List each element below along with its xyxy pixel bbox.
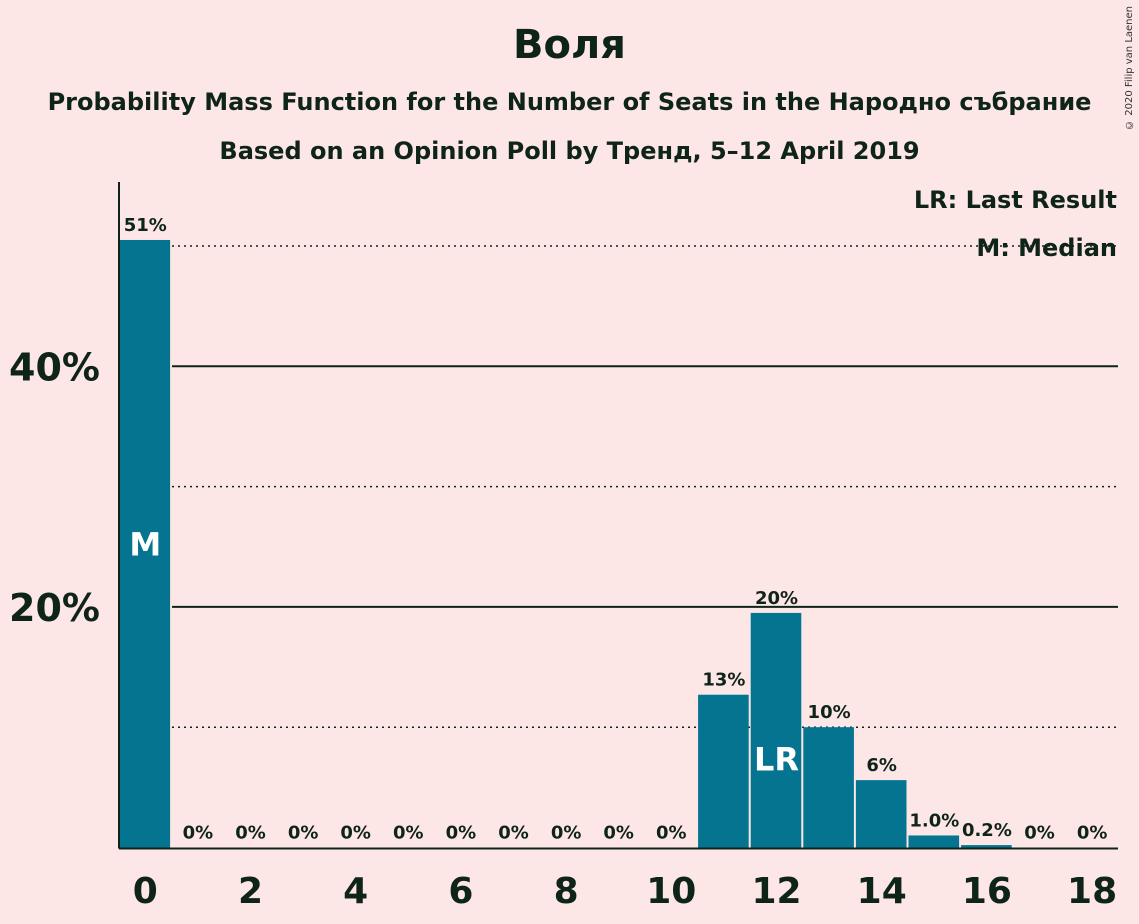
bar-value-label: 20%: [755, 588, 798, 609]
bar-value-label: 0%: [393, 823, 424, 844]
bar-seat-13: [803, 727, 854, 848]
x-tick-label: 12: [751, 871, 801, 912]
bar-value-label: 0%: [1077, 823, 1108, 844]
bar-seat-14: [855, 780, 907, 848]
bar-value-label: 0%: [288, 823, 319, 844]
bar-value-label: 0%: [551, 823, 582, 844]
x-tick-label: 10: [646, 871, 696, 912]
x-tick-label: 0: [133, 871, 158, 912]
x-tick-label: 8: [554, 871, 579, 912]
y-tick-label: 40%: [9, 345, 100, 389]
legend-last-result: LR: Last Result: [913, 186, 1117, 214]
bar-value-label: 0%: [498, 823, 529, 844]
bar-value-label: 0%: [446, 823, 477, 844]
bar-value-label: 6%: [866, 755, 897, 776]
x-tick-label: 2: [238, 871, 263, 912]
last-result-marker: LR: [754, 740, 799, 778]
bar-value-label: 1.0%: [909, 810, 959, 831]
x-tick-label: 18: [1067, 871, 1117, 912]
bar-seat-11: [698, 694, 749, 848]
bar-seat-0: [119, 239, 171, 848]
bar-value-label: 51%: [124, 215, 167, 236]
bar-value-label: 0%: [603, 823, 634, 844]
bar-value-label: 0%: [340, 823, 371, 844]
bar-value-label: 0%: [183, 823, 214, 844]
bar-value-label: 0.2%: [962, 820, 1012, 841]
x-tick-label: 16: [962, 871, 1012, 912]
chart-title: Воля: [513, 22, 626, 68]
bar-seat-15: [908, 835, 960, 848]
bar-seat-12: [750, 612, 802, 848]
bar-value-label: 0%: [656, 823, 687, 844]
bar-value-label: 10%: [808, 702, 851, 723]
y-tick-label: 20%: [9, 586, 100, 630]
legend-median: M: Median: [976, 234, 1117, 262]
x-tick-label: 6: [448, 871, 473, 912]
x-tick-label: 14: [857, 871, 907, 912]
median-marker: M: [129, 526, 161, 564]
bar-value-label: 0%: [235, 823, 266, 844]
bar-seat-16: [961, 845, 1012, 848]
chart-subtitle: Probability Mass Function for the Number…: [47, 88, 1092, 116]
bar-value-label: 13%: [702, 670, 745, 691]
chart-subtitle-poll: Based on an Opinion Poll by Тренд, 5–12 …: [219, 137, 920, 165]
bar-value-label: 0%: [1024, 823, 1055, 844]
x-tick-label: 4: [343, 871, 368, 912]
